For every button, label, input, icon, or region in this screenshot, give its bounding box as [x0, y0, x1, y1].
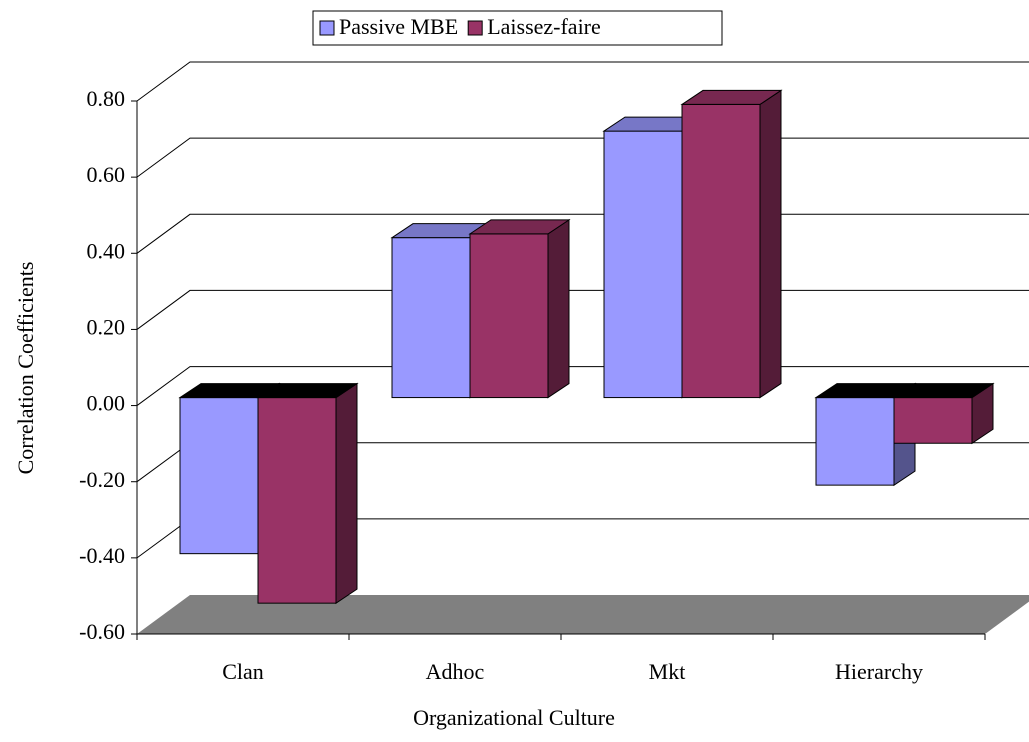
bar-side — [335, 382, 358, 605]
x-tick-label: Adhoc — [426, 659, 485, 684]
bar-top — [680, 89, 783, 105]
bar-side — [547, 218, 570, 399]
x-tick-label: Clan — [222, 659, 264, 684]
x-tick-label: Hierarchy — [835, 659, 923, 684]
y-tick-label: 0.00 — [87, 391, 126, 416]
grid-line — [136, 289, 1029, 330]
legend-swatch — [467, 20, 483, 36]
bar — [257, 397, 337, 604]
bar — [603, 130, 683, 399]
legend-box — [312, 10, 723, 46]
x-tick-label: Mkt — [649, 659, 686, 684]
bar-top — [468, 219, 571, 235]
legend-swatch — [319, 20, 335, 36]
bar — [179, 397, 259, 555]
y-tick-label: 0.40 — [87, 238, 126, 263]
y-tick-label: -0.40 — [79, 543, 125, 568]
grid-line — [136, 137, 1029, 178]
y-tick-label: -0.60 — [79, 619, 125, 644]
bar-top — [256, 383, 359, 399]
y-axis-label: Correlation Coefficients — [13, 262, 38, 475]
y-tick-label: 0.80 — [87, 86, 126, 111]
grid-line — [136, 61, 1029, 102]
x-axis-label: Organizational Culture — [413, 705, 615, 730]
bar-top — [892, 383, 995, 399]
legend-label: Passive MBE — [339, 14, 458, 39]
y-tick-label: 0.60 — [87, 162, 126, 187]
grid-line — [136, 213, 1029, 254]
bar — [893, 397, 973, 444]
legend-label: Laissez-faire — [487, 14, 601, 39]
bar — [681, 103, 761, 399]
bar — [391, 237, 471, 399]
y-tick-label: -0.20 — [79, 467, 125, 492]
bar-side — [759, 89, 782, 399]
bar — [469, 233, 549, 399]
y-tick-label: 0.20 — [87, 314, 126, 339]
bar — [815, 397, 895, 486]
floor — [137, 595, 1029, 634]
